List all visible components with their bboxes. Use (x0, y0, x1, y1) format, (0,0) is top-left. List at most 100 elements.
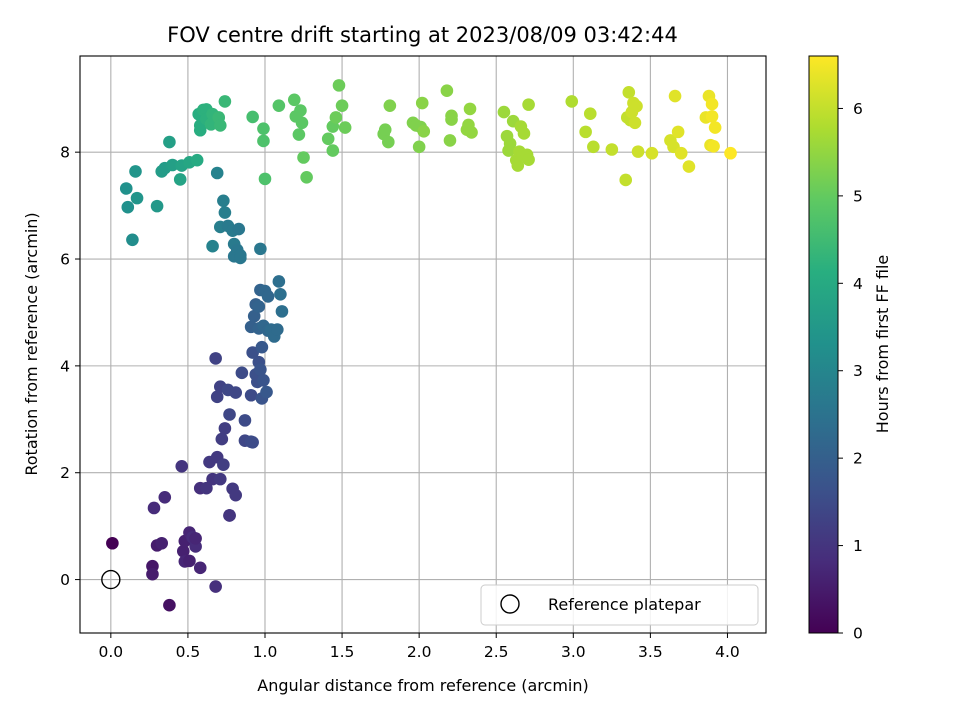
colorbar-gradient (808, 55, 839, 634)
data-point (517, 127, 531, 140)
data-point (445, 113, 458, 126)
data-points (106, 79, 737, 612)
data-point (338, 121, 352, 134)
data-point (213, 472, 227, 486)
data-point (271, 323, 284, 336)
data-point (163, 598, 176, 612)
data-point (217, 194, 230, 208)
data-point (183, 554, 196, 568)
y-tick-label: 8 (60, 144, 70, 162)
data-point (668, 89, 682, 103)
data-point (200, 481, 213, 495)
data-point (223, 509, 236, 522)
x-tick-label: 1.0 (253, 643, 278, 661)
data-point (275, 305, 289, 318)
data-point (260, 385, 273, 399)
data-point (255, 340, 269, 354)
data-point (300, 170, 313, 184)
colorbar-tick-label: 4 (853, 275, 863, 293)
data-point (146, 567, 159, 581)
colorbar-ticks: 0 1 2 3 4 5 6 (838, 100, 863, 643)
data-point (223, 408, 236, 421)
data-point (579, 125, 592, 139)
data-point (252, 300, 266, 313)
data-point (189, 532, 202, 545)
data-point (119, 182, 133, 195)
y-tick-label: 4 (60, 357, 70, 375)
data-point (619, 173, 633, 187)
data-point (229, 488, 242, 502)
data-point (258, 172, 272, 186)
data-point (173, 173, 187, 186)
x-tick-label: 0.5 (176, 643, 201, 661)
data-point (332, 79, 346, 92)
data-point (257, 134, 270, 148)
data-point (247, 309, 261, 323)
colorbar-tick-label: 2 (853, 450, 863, 468)
y-axis-label: Rotation from reference (arcmin) (22, 212, 41, 475)
colorbar-tick-label: 3 (853, 362, 863, 380)
data-point (605, 143, 619, 156)
data-point (443, 134, 457, 147)
plot-frame (79, 55, 767, 634)
data-point (724, 146, 737, 160)
data-point (155, 536, 169, 550)
data-point (210, 166, 224, 180)
colorbar-tick-label: 6 (853, 100, 863, 118)
data-point (246, 110, 259, 124)
data-point (415, 96, 429, 110)
data-point (522, 153, 535, 166)
data-point (158, 490, 172, 504)
data-point (294, 104, 307, 117)
data-point (417, 125, 431, 138)
data-point (175, 460, 189, 473)
colorbar-tick-label: 1 (853, 537, 863, 555)
data-point (326, 144, 340, 157)
colorbar: 0 1 2 3 4 5 6 Hours from first FF file (808, 55, 892, 643)
data-point (335, 99, 349, 112)
x-axis-ticks: 0.0 0.5 1.0 1.5 2.0 2.5 3.0 3.5 4.0 (99, 633, 740, 661)
data-point (209, 352, 222, 365)
colorbar-label: Hours from first FF file (873, 255, 892, 434)
data-point (329, 111, 343, 124)
x-axis-label: Angular distance from reference (arcmin) (257, 676, 588, 695)
data-point (106, 536, 119, 550)
data-point (645, 146, 659, 160)
colorbar-tick-label: 5 (853, 187, 863, 205)
data-point (274, 287, 287, 301)
data-point (218, 206, 232, 219)
data-point (383, 99, 397, 112)
data-point (295, 116, 309, 130)
data-point (147, 501, 161, 515)
chart-title: FOV centre drift starting at 2023/08/09 … (167, 23, 678, 47)
data-point (628, 116, 642, 130)
data-point (166, 158, 179, 172)
data-point (511, 159, 525, 172)
x-tick-label: 3.0 (561, 643, 586, 661)
data-point (321, 132, 335, 146)
y-axis-ticks: 0 2 4 6 8 (60, 144, 80, 589)
data-point (287, 93, 301, 107)
y-tick-label: 6 (60, 251, 70, 269)
data-point (150, 199, 164, 213)
data-point (235, 366, 249, 380)
data-point (705, 97, 719, 111)
data-point (382, 135, 395, 149)
legend-box (480, 584, 759, 626)
data-point (671, 125, 685, 139)
data-point (707, 139, 720, 153)
x-tick-label: 3.5 (638, 643, 663, 661)
data-point (292, 128, 306, 141)
data-point (234, 251, 247, 265)
x-tick-label: 4.0 (715, 643, 740, 661)
data-point (565, 95, 579, 108)
data-point (522, 98, 535, 111)
y-tick-label: 2 (60, 464, 70, 482)
data-point (622, 86, 636, 99)
data-point (272, 275, 286, 288)
data-point (497, 105, 511, 119)
data-point (206, 239, 219, 253)
x-tick-label: 1.5 (330, 643, 355, 661)
data-point (297, 151, 310, 164)
data-point (121, 200, 135, 214)
